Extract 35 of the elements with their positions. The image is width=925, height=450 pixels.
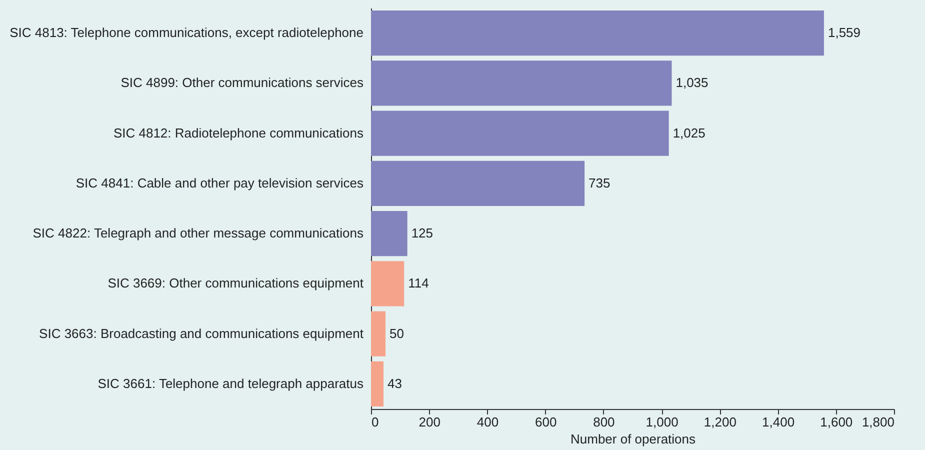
- bar: [371, 261, 404, 306]
- bar: [371, 160, 585, 206]
- x-tick-label: 1,800: [862, 414, 894, 430]
- x-tick-label: 1,400: [762, 414, 795, 430]
- y-tick-label: SIC 3663: Broadcasting and communications equipment: [39, 326, 364, 341]
- y-tick-label: SIC 4841: Cable and other pay television services: [76, 175, 364, 190]
- x-tick-label: 800: [593, 414, 615, 430]
- data-label: 50: [390, 326, 404, 341]
- bar: [371, 361, 384, 406]
- y-tick-label: SIC 4812: Radiotelephone communications: [113, 125, 364, 140]
- data-label: 125: [411, 226, 434, 241]
- y-tick-label: SIC 4899: Other communications services: [120, 75, 364, 90]
- y-tick-label: SIC 4813: Telephone communications, except radiotelephone: [10, 25, 364, 40]
- x-tick-label: 600: [534, 414, 557, 430]
- data-label: 114: [408, 276, 429, 291]
- data-label: 735: [588, 175, 610, 190]
- y-tick-label: SIC 3661: Telephone and telegraph apparatus: [98, 376, 364, 391]
- bar: [371, 211, 408, 256]
- x-tick-label: 200: [418, 414, 440, 430]
- data-label: 1,559: [828, 25, 861, 40]
- x-tick-label: 1,600: [820, 414, 853, 430]
- data-label: 1,025: [672, 125, 706, 140]
- x-tick-label: 1,200: [704, 414, 736, 430]
- bar: [371, 10, 824, 56]
- y-tick-label: SIC 3669: Other communications equipment: [108, 276, 364, 291]
- data-label: 43: [387, 376, 402, 391]
- bar: [371, 60, 672, 106]
- x-tick-label: 400: [476, 414, 499, 430]
- x-tick-label: 1,000: [646, 414, 678, 430]
- y-tick-label: SIC 4822: Telegraph and other message communications: [32, 226, 364, 241]
- x-tick-label: 0: [372, 414, 379, 430]
- bar: [371, 311, 386, 356]
- data-label: 1,035: [676, 75, 708, 90]
- x-axis-title: Number of operations: [570, 432, 696, 446]
- bar: [371, 110, 669, 156]
